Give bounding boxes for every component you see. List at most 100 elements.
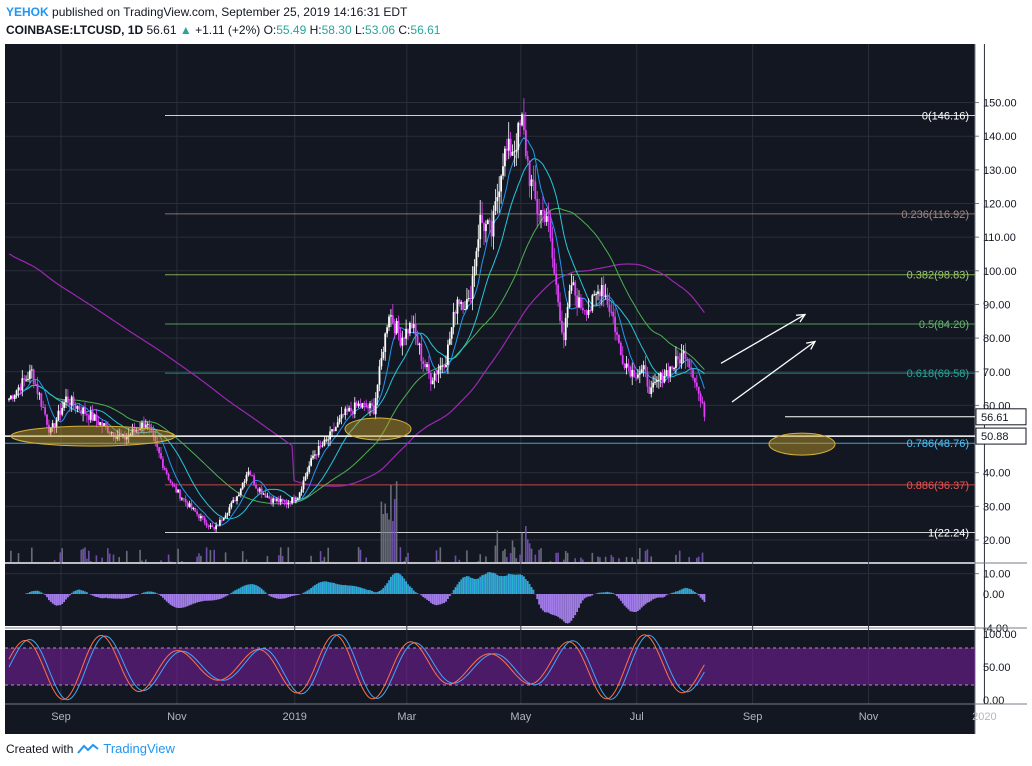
macd-bar [279,594,282,599]
candle-body [450,327,453,339]
volume-bar [403,561,406,562]
macd-bar [701,594,704,600]
macd-bar [410,587,413,594]
macd-bar [540,594,542,609]
candle-body [182,498,185,500]
candle-body [209,525,212,527]
macd-bar [475,578,478,594]
macd-bar [127,594,130,598]
macd-tick-label: -4.00 [983,623,1008,635]
candle-body [452,311,455,328]
candle-body [78,406,81,411]
price-axis [975,44,1027,734]
macd-bar [635,594,637,612]
candle-body [42,406,45,408]
macd-bar [386,583,389,594]
macd-bar [289,594,292,597]
macd-bar [241,586,244,594]
candle-body [217,525,219,527]
macd-bar [230,592,233,594]
symbol-label[interactable]: COINBASE:LTCUSD, 1D [6,23,144,37]
candle-body [11,395,14,399]
publisher-name[interactable]: YEHOK [6,5,49,19]
volume-bar [574,558,577,562]
candle-body [485,224,487,232]
candle-body [220,519,223,521]
macd-bar [591,594,594,596]
candle-body [492,210,495,237]
candle-body [616,332,618,335]
publish-line: YEHOK published on TradingView.com, Sept… [6,5,407,19]
macd-bar [464,576,466,594]
volume-bar [279,547,282,562]
symbol-line: COINBASE:LTCUSD, 1D 56.61 ▲ +1.11 (+2%) … [6,23,440,37]
candle-body [507,138,510,151]
macd-bar [697,594,700,596]
candle-body [388,316,390,328]
chart-area[interactable]: 150.00 140.00 130.00 120.00 110.00 100.00 90.0… [5,44,1027,734]
macd-bar [34,590,37,594]
macd-bar [572,594,575,618]
macd-bar [477,578,480,594]
candle-body [694,378,696,383]
candle-body [93,414,96,421]
candle-body [593,294,596,296]
candle-body [46,414,48,425]
candle-body [473,266,476,276]
macd-bar [68,594,71,596]
macd-bar [325,581,328,594]
candle-body [523,114,525,131]
high-value: 58.30 [321,23,352,37]
macd-bar [220,594,223,599]
candle-body [671,366,674,369]
candle-body [667,370,670,377]
candle-body [692,369,694,379]
macd-bar [690,589,693,594]
volume-bar [625,556,628,562]
candle-body [599,291,601,297]
macd-bar [222,594,225,598]
macd-bar [431,594,434,605]
volume-bar [564,551,567,562]
macd-bar [181,594,183,608]
macd-bar [57,594,60,606]
macd-bar [371,590,373,594]
candle-body [148,423,151,428]
macd-bar [469,577,472,594]
macd-bar [173,594,176,607]
chart-svg[interactable]: 150.00 140.00 130.00 120.00 110.00 100.00 90.0… [5,44,1027,734]
macd-bar [84,591,86,594]
volume-bar [697,556,700,562]
price-tick-label: 150.00 [983,98,1017,110]
volume-bar [519,554,521,562]
volume-bar [435,550,438,562]
volume-bar [639,548,641,562]
macd-bar [78,589,81,594]
candle-body [156,441,159,448]
macd-bar [38,591,41,594]
candle-body [333,429,335,432]
candle-body [177,489,180,493]
candle-body [91,411,94,421]
macd-bar [152,591,155,594]
macd-bar [543,594,546,613]
macd-bar [277,594,280,599]
macd-bar [559,594,561,619]
macd-bar [207,594,210,601]
candle-body [462,302,465,310]
candle-body [486,220,489,225]
volume-bar [637,559,639,562]
macd-bar [321,581,324,594]
macd-bar [678,590,681,594]
macd-bar [175,594,178,608]
tradingview-link[interactable]: TradingView [103,741,175,756]
volume-bar [580,557,582,562]
macd-bar [498,575,501,594]
macd-bar [32,590,35,594]
candle-body [648,386,651,394]
candle-body [515,149,518,152]
candle-body [591,295,594,311]
candle-body [249,471,252,476]
macd-bar [640,594,643,608]
candle-body [165,469,168,474]
